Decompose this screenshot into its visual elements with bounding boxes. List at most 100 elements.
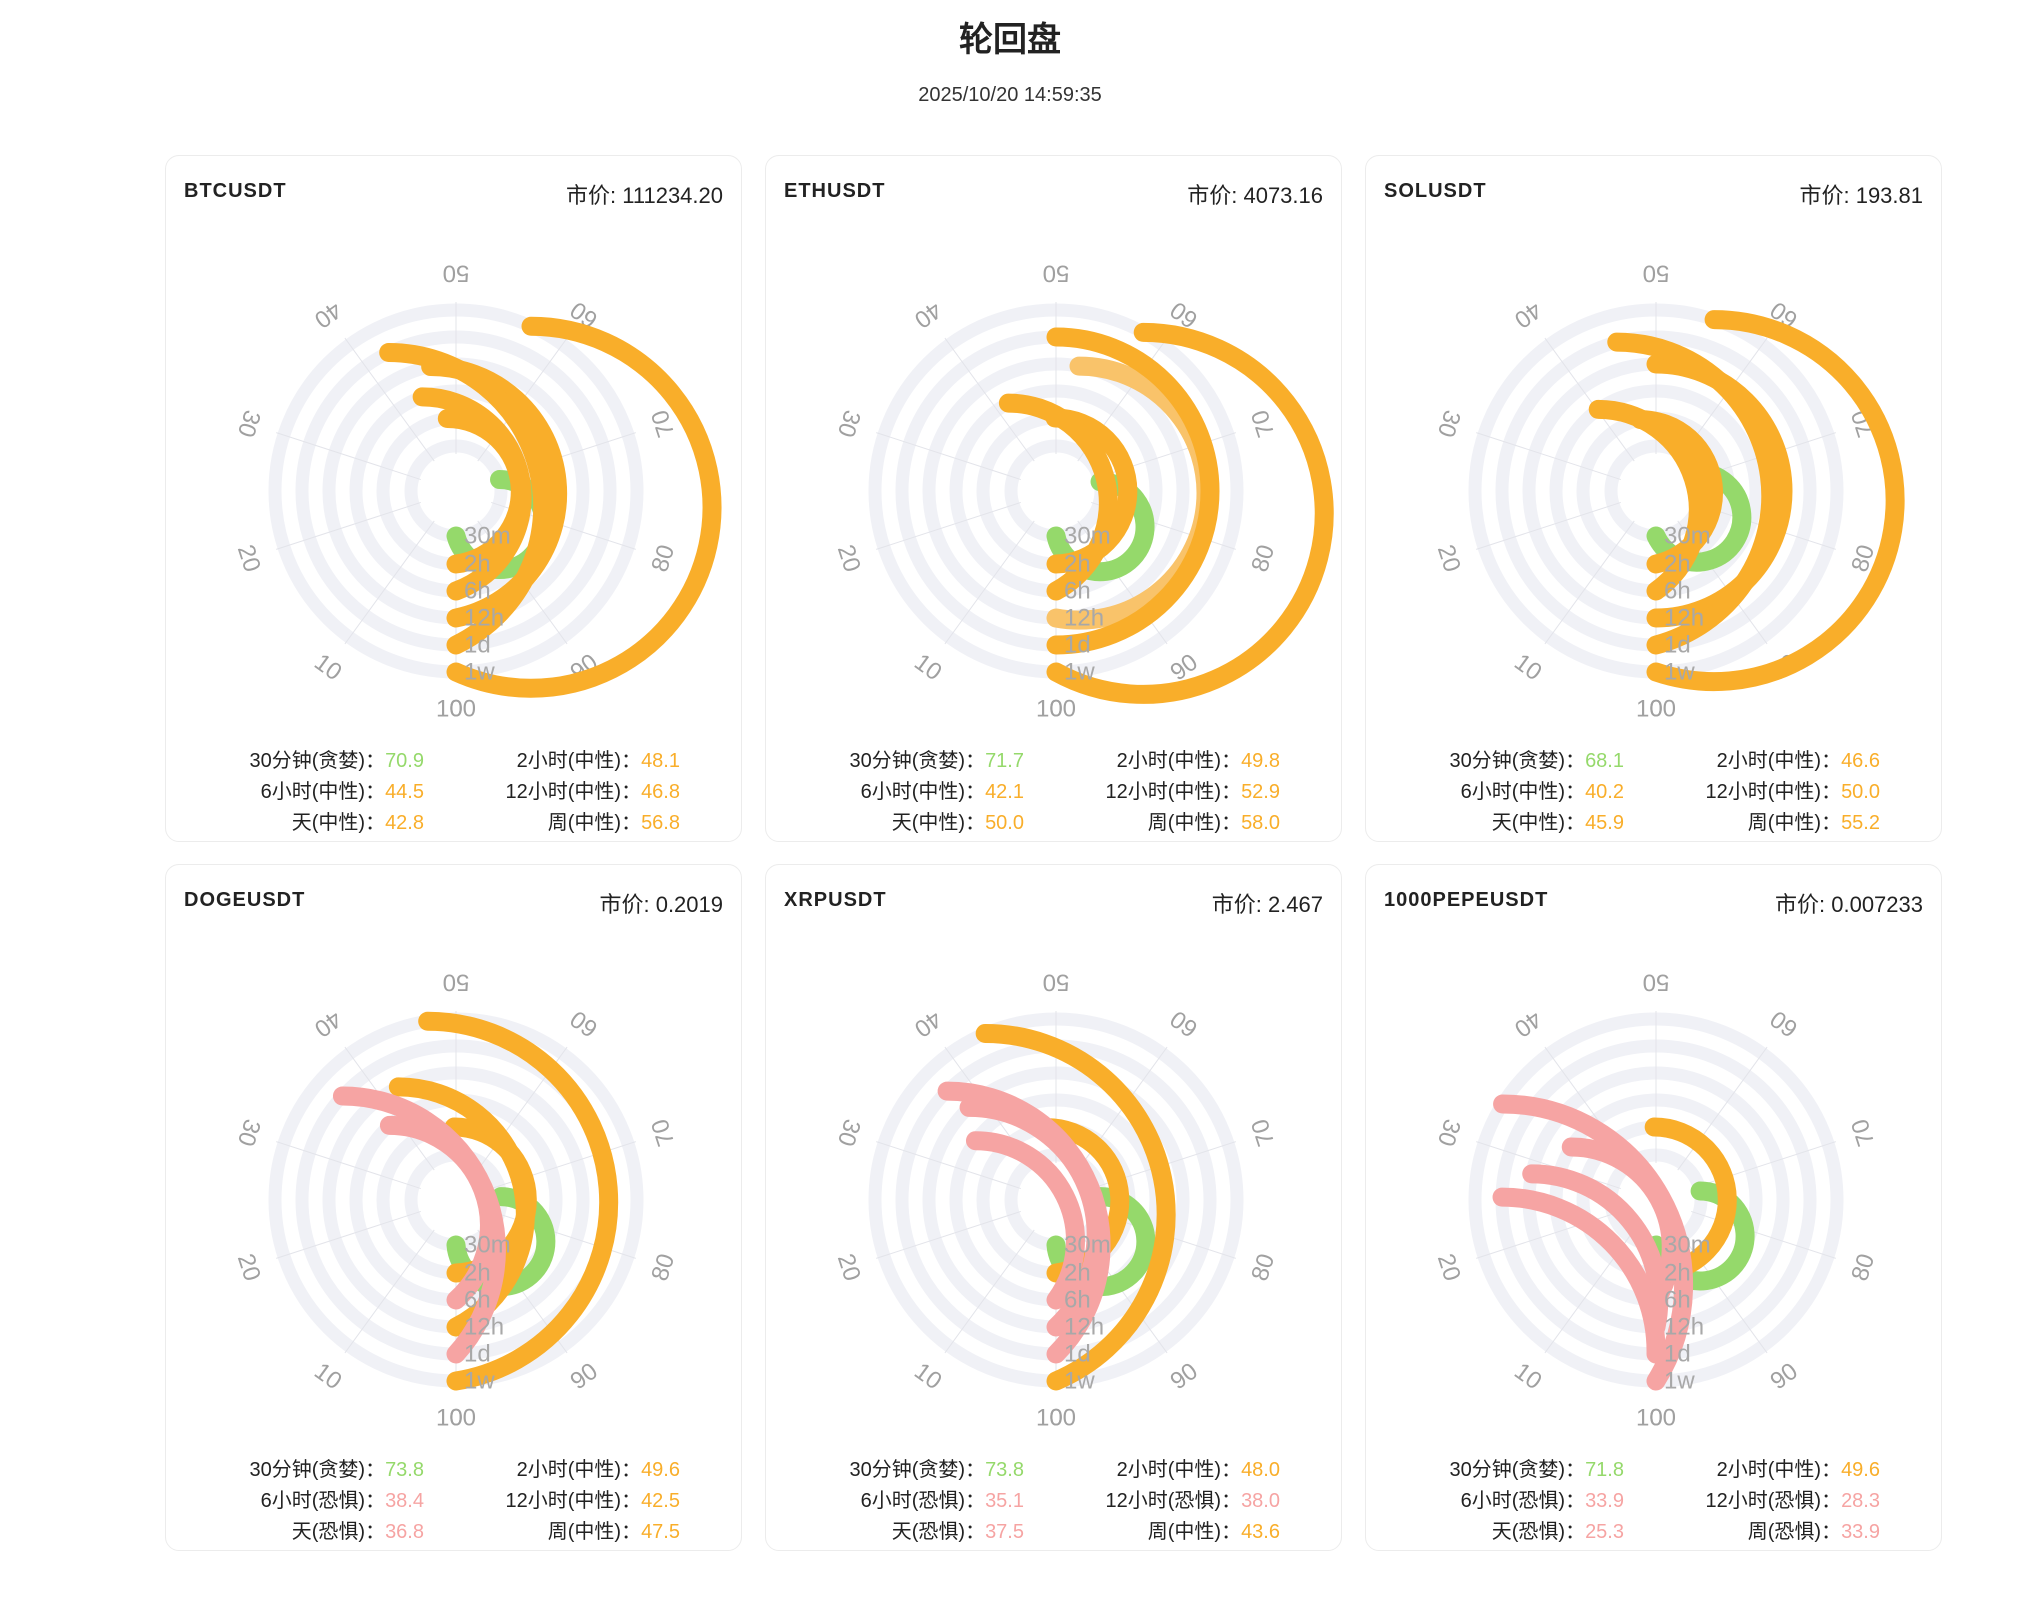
stat-separator: ：: [621, 781, 642, 803]
stat-label: 30分钟(贪婪): [249, 750, 366, 772]
axis-tick-label: 10: [1509, 649, 1546, 687]
axis-tick-label: 30: [232, 407, 266, 441]
stat-value: 46.8: [641, 781, 680, 803]
grid-spoke: [944, 337, 1035, 462]
stat-separator: ：: [1565, 1490, 1586, 1512]
ring-bar-6h: [998, 393, 1118, 601]
grid-spoke: [344, 520, 435, 645]
axis-tick-label: 100: [1636, 1405, 1676, 1432]
stat-separator: ：: [1565, 1521, 1586, 1543]
axis-tick-label: 40: [909, 296, 946, 334]
card-price: 市价: 111234.20: [566, 178, 723, 210]
stat-value: 49.6: [641, 1459, 680, 1481]
axis-tick-label: 10: [909, 1358, 946, 1396]
ring-label: 6h: [464, 1287, 491, 1314]
ring-label: 1w: [464, 659, 495, 686]
axis-tick-label: 80: [1246, 542, 1280, 576]
axis-tick-label: 100: [436, 1405, 476, 1432]
price-prefix: 市价:: [599, 892, 656, 917]
axis-tick-label: 40: [309, 296, 346, 334]
stat-item: 2小时(中性)：49.6: [1717, 1453, 1880, 1482]
axis-tick-label: 30: [1432, 407, 1466, 441]
ring-label: 2h: [1664, 551, 1691, 578]
stat-value: 50.0: [1841, 781, 1880, 803]
price-value: 2.467: [1267, 892, 1323, 917]
axis-tick-label: 50: [1043, 260, 1070, 287]
stat-separator: ：: [1565, 812, 1586, 834]
grid-spoke: [876, 1210, 1021, 1259]
card-symbol: 1000PEPEUSDT: [1384, 889, 1549, 911]
stat-separator: ：: [621, 812, 642, 834]
stat-value: 68.1: [1585, 750, 1624, 772]
axis-tick-label: 40: [909, 1005, 946, 1043]
stat-item: 30分钟(贪婪)：73.8: [849, 1453, 1024, 1482]
grid-spoke: [276, 1141, 421, 1190]
axis-tick-label: 80: [646, 542, 680, 576]
stat-item: 30分钟(贪婪)：73.8: [249, 1453, 424, 1482]
stat-value: 33.9: [1585, 1490, 1624, 1512]
axis-tick-label: 0: [1649, 696, 1662, 723]
axis-tick-label: 100: [436, 696, 476, 723]
stat-value: 58.0: [1241, 812, 1280, 834]
axis-tick-label: 20: [232, 1251, 266, 1285]
stat-value: 70.9: [385, 750, 424, 772]
stat-item: 周(中性)：55.2: [1748, 806, 1880, 835]
axis-tick-label: 40: [1509, 1005, 1546, 1043]
stat-separator: ：: [1821, 1521, 1842, 1543]
ring-bar-1w: [1493, 1094, 1694, 1391]
grid-spoke: [1544, 520, 1635, 645]
stat-separator: ：: [1821, 750, 1842, 772]
ring-label: 1d: [464, 632, 491, 659]
stat-item: 天(中性)：50.0: [892, 806, 1024, 835]
axis-tick-label: 100: [1036, 1405, 1076, 1432]
axis-tick-label: 70: [1846, 1116, 1880, 1150]
axis-tick-label: 50: [443, 969, 470, 996]
stat-separator: ：: [365, 1459, 386, 1481]
stat-label: 天(中性): [1491, 812, 1566, 834]
stat-separator: ：: [1821, 812, 1842, 834]
grid-spoke: [276, 501, 421, 550]
gauge-card-dogeusdt: DOGEUSDT 市价: 0.2019 0 10 20 30 40 50 60 70 80 90 100…: [165, 864, 742, 1551]
stat-item: 天(恐惧)：37.5: [892, 1515, 1024, 1544]
ring-bar-1w: [418, 1011, 619, 1391]
axis-tick-label: 30: [832, 407, 866, 441]
stat-separator: ：: [965, 812, 986, 834]
stat-item: 6小时(恐惧)：33.9: [1461, 1484, 1624, 1513]
stat-label: 2小时(中性): [1716, 750, 1822, 772]
stat-value: 47.5: [641, 1521, 680, 1543]
axis-tick-label: 50: [1043, 969, 1070, 996]
stat-label: 周(中性): [1747, 812, 1822, 834]
stat-separator: ：: [365, 1521, 386, 1543]
stat-item: 2小时(中性)：48.0: [1117, 1453, 1280, 1482]
ring-label: 1d: [1064, 1341, 1091, 1368]
axis-tick-label: 50: [443, 260, 470, 287]
price-prefix: 市价:: [1799, 183, 1856, 208]
price-value: 0.007233: [1831, 892, 1923, 917]
ring-bar-1w: [975, 1023, 1176, 1391]
card-price: 市价: 2.467: [1212, 887, 1323, 919]
axis-tick-label: 10: [909, 649, 946, 687]
grid-spoke: [1476, 432, 1621, 481]
stat-separator: ：: [1565, 1459, 1586, 1481]
card-symbol: XRPUSDT: [784, 889, 887, 911]
stat-item: 12小时(中性)：50.0: [1705, 775, 1880, 804]
stat-separator: ：: [965, 1521, 986, 1543]
stat-item: 2小时(中性)：46.6: [1717, 744, 1880, 773]
stat-separator: ：: [1221, 750, 1242, 772]
ring-bar-6h: [412, 387, 532, 601]
ring-label: 2h: [464, 1260, 491, 1287]
stat-value: 73.8: [385, 1459, 424, 1481]
gauge-card-ethusdt: ETHUSDT 市价: 4073.16 0 10 20 30 40 50 60 70 80 90 100…: [765, 155, 1342, 842]
axis-tick-label: 60: [565, 1005, 602, 1043]
axis-tick-label: 20: [832, 1251, 866, 1285]
grid-spoke: [1476, 1141, 1621, 1190]
stat-value: 38.4: [385, 1490, 424, 1512]
axis-tick-label: 0: [1649, 1405, 1662, 1432]
axis-tick-label: 60: [1765, 1005, 1802, 1043]
stat-item: 30分钟(贪婪)：68.1: [1449, 744, 1624, 773]
axis-tick-label: 20: [1432, 542, 1466, 576]
stat-separator: ：: [965, 1459, 986, 1481]
stat-label: 6小时(恐惧): [260, 1490, 366, 1512]
